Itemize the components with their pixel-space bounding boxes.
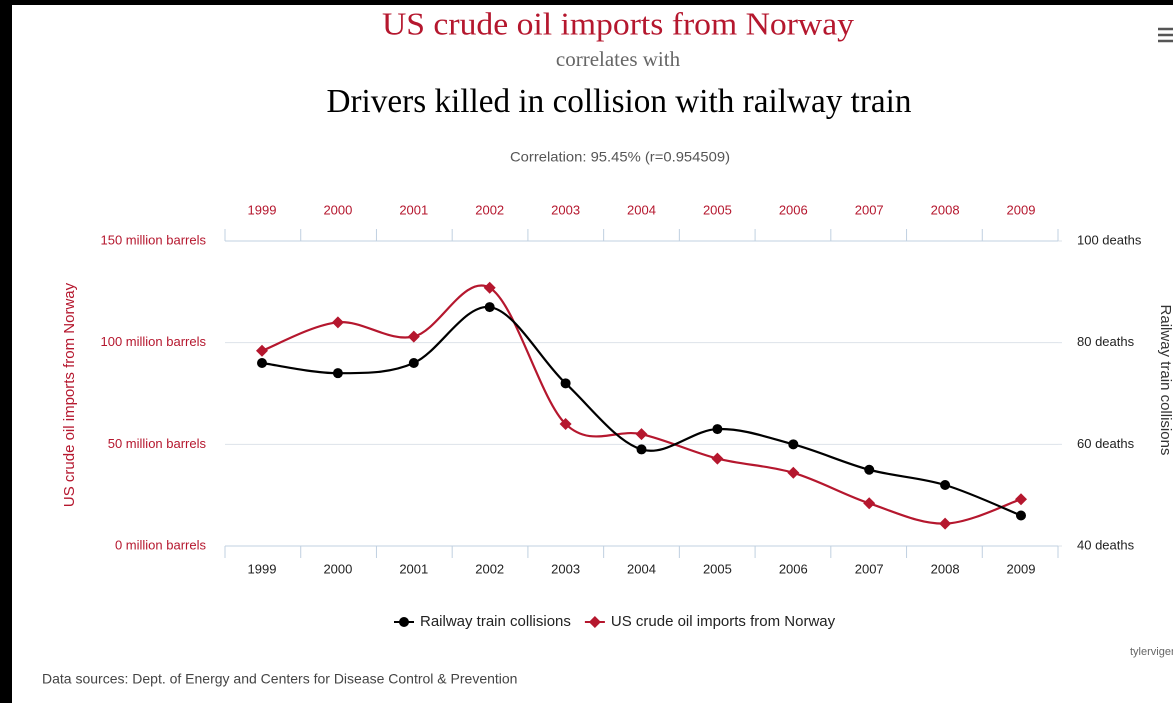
- data-point: [787, 466, 800, 479]
- data-point: [407, 330, 420, 343]
- data-point: [484, 302, 495, 313]
- data-point: [1016, 510, 1026, 521]
- x-tick-label: 2009: [1007, 561, 1036, 576]
- y-axis-title: US crude oil imports from Norway: [61, 282, 78, 507]
- x-tick-label-top: 2001: [399, 202, 428, 217]
- data-point: [256, 344, 268, 357]
- chart-subtitle: correlates with: [556, 47, 681, 71]
- data-point: [864, 464, 875, 475]
- x-tick-label-top: 2008: [931, 202, 960, 217]
- legend-marker: [399, 617, 409, 627]
- data-point: [863, 497, 876, 510]
- data-point: [711, 452, 724, 465]
- data-point: [939, 517, 952, 530]
- source-note: Data sources: Dept. of Energy and Center…: [42, 671, 517, 687]
- x-tick-label: 2002: [475, 561, 504, 576]
- data-point: [408, 358, 419, 368]
- x-tick-label-top: 2007: [855, 202, 884, 217]
- x-tick-label: 1999: [248, 561, 277, 576]
- legend-item[interactable]: US crude oil imports from Norway: [584, 613, 836, 630]
- y-tick-label: 50 million barrels: [108, 436, 207, 451]
- data-point: [635, 428, 648, 441]
- data-point: [331, 316, 344, 329]
- y2-tick-label: 80 deaths: [1077, 334, 1135, 349]
- x-tick-label: 2008: [931, 561, 960, 576]
- data-point: [788, 439, 799, 450]
- x-tick-label-top: 1999: [248, 202, 277, 217]
- data-point: [332, 368, 343, 379]
- x-tick-label-top: 2003: [551, 202, 580, 217]
- credit[interactable]: tylervigen.co: [1130, 646, 1173, 658]
- data-point: [257, 358, 267, 368]
- x-tick-label: 2005: [703, 561, 732, 576]
- y-tick-label: 150 million barrels: [101, 232, 207, 247]
- chart-title-2: Drivers killed in collision with railway…: [327, 83, 912, 120]
- y2-tick-label: 40 deaths: [1077, 537, 1135, 552]
- x-tick-label: 2007: [855, 561, 884, 576]
- menu-icon[interactable]: [1158, 27, 1173, 43]
- series-line: [261, 305, 1022, 517]
- correlation: Correlation: 95.45% (r=0.954509): [510, 149, 730, 165]
- series-line: [261, 284, 1022, 525]
- chart-title: US crude oil imports from Norway: [382, 5, 854, 41]
- x-tick-label: 2003: [551, 561, 580, 576]
- data-point: [712, 424, 723, 435]
- data-point: [1015, 493, 1027, 506]
- data-point: [560, 378, 571, 389]
- data-point: [940, 480, 951, 490]
- y2-axis-title: Railway train collisions: [1157, 305, 1173, 456]
- data-point: [483, 281, 496, 294]
- y-tick-label: 0 million barrels: [115, 537, 207, 552]
- x-tick-label: 2006: [779, 561, 808, 576]
- y-tick-label: 100 million barrels: [101, 334, 207, 349]
- x-tick-label-top: 2004: [627, 202, 656, 217]
- x-tick-label: 2004: [627, 561, 656, 576]
- legend-label: US crude oil imports from Norway: [611, 613, 836, 630]
- legend-item[interactable]: Railway train collisions: [394, 613, 571, 630]
- data-point: [559, 418, 572, 430]
- x-tick-label-top: 2006: [779, 202, 808, 217]
- x-tick-label-top: 2009: [1007, 202, 1036, 217]
- legend-label: Railway train collisions: [420, 613, 571, 630]
- x-tick-label-top: 2005: [703, 202, 732, 217]
- x-tick-label: 2001: [399, 561, 428, 576]
- y2-tick-label: 60 deaths: [1077, 436, 1135, 451]
- legend-marker: [588, 616, 601, 628]
- y2-tick-label: 100 deaths: [1077, 232, 1142, 247]
- x-tick-label-top: 2000: [323, 202, 352, 217]
- data-point: [636, 444, 647, 455]
- x-tick-label: 2000: [323, 561, 352, 576]
- x-tick-label-top: 2002: [475, 202, 504, 217]
- background: [12, 5, 1173, 703]
